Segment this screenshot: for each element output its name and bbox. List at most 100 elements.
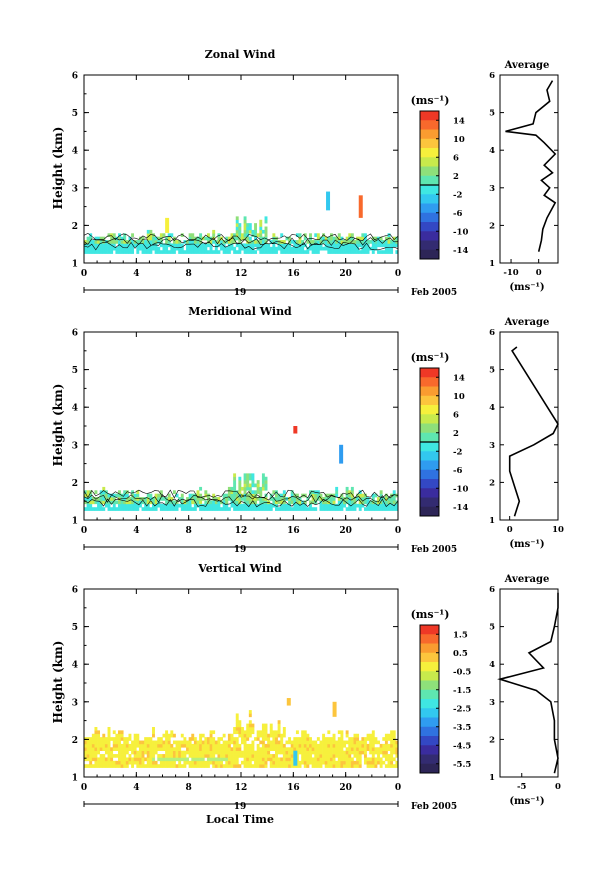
data-cell <box>259 500 263 505</box>
data-cell <box>254 764 257 768</box>
data-cell <box>348 243 352 248</box>
profile-x-tick-label: 10 <box>552 525 564 535</box>
data-cell <box>319 503 323 508</box>
data-cell <box>377 740 380 745</box>
data-cell <box>392 733 396 738</box>
data-cell <box>235 760 239 765</box>
data-cell <box>193 236 197 241</box>
colorbar-swatch <box>420 432 439 443</box>
data-cell <box>243 500 247 505</box>
data-cell <box>345 747 349 751</box>
data-cell <box>241 233 244 237</box>
data-cell <box>384 493 388 498</box>
data-cell <box>107 764 111 768</box>
data-cell <box>201 243 205 248</box>
data-cell <box>89 754 93 758</box>
data-cell <box>293 246 297 251</box>
data-cell <box>309 493 312 498</box>
data-cell <box>159 497 163 501</box>
data-cell <box>324 737 328 741</box>
data-cell <box>94 490 98 494</box>
data-cell <box>314 246 318 251</box>
data-cell <box>138 503 142 508</box>
data-cell <box>298 737 302 741</box>
data-cell <box>136 737 140 741</box>
data-cell <box>301 750 305 755</box>
data-cell <box>191 236 195 241</box>
data-cell <box>348 233 352 237</box>
data-cell <box>175 240 179 244</box>
data-cell <box>152 730 155 735</box>
data-cell <box>379 743 383 748</box>
data-cell <box>110 246 114 251</box>
data-cell <box>115 764 119 768</box>
data-cell <box>322 754 326 758</box>
data-cell <box>254 250 257 254</box>
data-cell <box>350 503 354 508</box>
data-cell <box>251 233 255 237</box>
data-cell <box>243 473 247 478</box>
data-cell <box>361 246 365 251</box>
data-cell <box>201 760 205 765</box>
data-cell <box>94 240 98 244</box>
data-cell <box>193 246 197 251</box>
data-cell <box>131 750 135 755</box>
data-cell <box>369 737 373 741</box>
data-cell <box>314 760 318 765</box>
data-cell <box>225 754 229 758</box>
data-cell <box>146 740 150 745</box>
data-cell <box>97 250 100 254</box>
data-cell <box>264 216 268 221</box>
data-cell <box>86 754 90 758</box>
data-cell <box>199 250 203 254</box>
data-cell <box>322 750 326 755</box>
data-cell <box>248 730 252 735</box>
data-cell <box>118 757 121 762</box>
data-cell <box>159 490 163 494</box>
data-cell <box>175 743 179 748</box>
data-cell <box>154 240 158 244</box>
data-cell <box>102 250 106 254</box>
data-cell <box>175 764 179 768</box>
data-cell <box>306 740 310 745</box>
data-cell <box>267 733 271 738</box>
data-cell <box>149 500 153 505</box>
data-cell <box>371 493 375 498</box>
data-cell <box>107 726 111 731</box>
data-cell <box>165 730 169 735</box>
data-cell <box>358 507 362 511</box>
data-cell <box>282 754 286 758</box>
data-cell <box>379 507 383 511</box>
data-cell <box>225 757 229 762</box>
data-cell <box>272 250 276 254</box>
data-cell <box>243 219 247 224</box>
data-cell <box>248 503 252 508</box>
data-cell <box>157 743 161 748</box>
data-cell <box>303 236 307 241</box>
data-cell <box>322 747 326 751</box>
data-cell <box>186 740 189 745</box>
data-cell <box>230 740 234 745</box>
data-cell <box>340 243 344 248</box>
data-cell <box>238 236 242 241</box>
data-cell <box>329 743 333 748</box>
data-cell <box>186 243 189 248</box>
data-cell <box>348 246 352 251</box>
data-cell <box>246 236 250 241</box>
data-cell <box>89 743 93 748</box>
data-cell <box>343 740 346 745</box>
data-cell <box>345 486 349 491</box>
data-cell <box>251 754 255 758</box>
data-cell <box>275 737 278 741</box>
data-cell <box>99 740 103 745</box>
data-cell <box>264 240 268 244</box>
data-cell <box>379 490 383 494</box>
data-cell <box>246 500 250 505</box>
data-cell <box>288 500 292 505</box>
data-cell <box>167 240 171 244</box>
data-cell <box>212 730 216 735</box>
data-cell <box>322 733 326 738</box>
heatmap-cells <box>84 698 399 768</box>
data-cell <box>128 743 132 748</box>
data-cell <box>136 740 140 745</box>
